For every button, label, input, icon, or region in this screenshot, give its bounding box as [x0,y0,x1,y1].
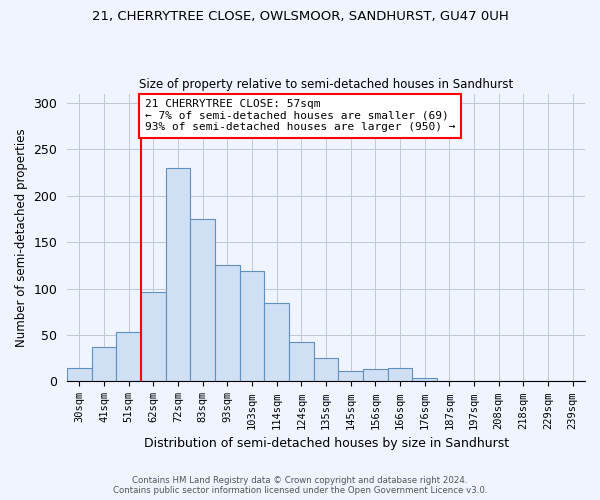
Bar [338,371,363,382]
Bar [289,342,314,382]
Y-axis label: Number of semi-detached properties: Number of semi-detached properties [15,128,28,347]
Text: 21 CHERRYTREE CLOSE: 57sqm
← 7% of semi-detached houses are smaller (69)
93% of : 21 CHERRYTREE CLOSE: 57sqm ← 7% of semi-… [145,99,455,132]
Bar [363,370,388,382]
Bar [215,266,240,382]
Bar [166,168,190,382]
Bar [116,332,141,382]
Bar [314,358,338,382]
Text: Contains HM Land Registry data © Crown copyright and database right 2024.
Contai: Contains HM Land Registry data © Crown c… [113,476,487,495]
Text: 21, CHERRYTREE CLOSE, OWLSMOOR, SANDHURST, GU47 0UH: 21, CHERRYTREE CLOSE, OWLSMOOR, SANDHURS… [92,10,508,23]
Bar [437,380,462,382]
Bar [240,271,265,382]
Bar [92,347,116,382]
Title: Size of property relative to semi-detached houses in Sandhurst: Size of property relative to semi-detach… [139,78,513,91]
Bar [388,368,412,382]
Bar [190,219,215,382]
X-axis label: Distribution of semi-detached houses by size in Sandhurst: Distribution of semi-detached houses by … [143,437,509,450]
Bar [141,292,166,382]
Bar [487,380,511,382]
Bar [67,368,92,382]
Bar [412,378,437,382]
Bar [265,302,289,382]
Bar [560,380,585,382]
